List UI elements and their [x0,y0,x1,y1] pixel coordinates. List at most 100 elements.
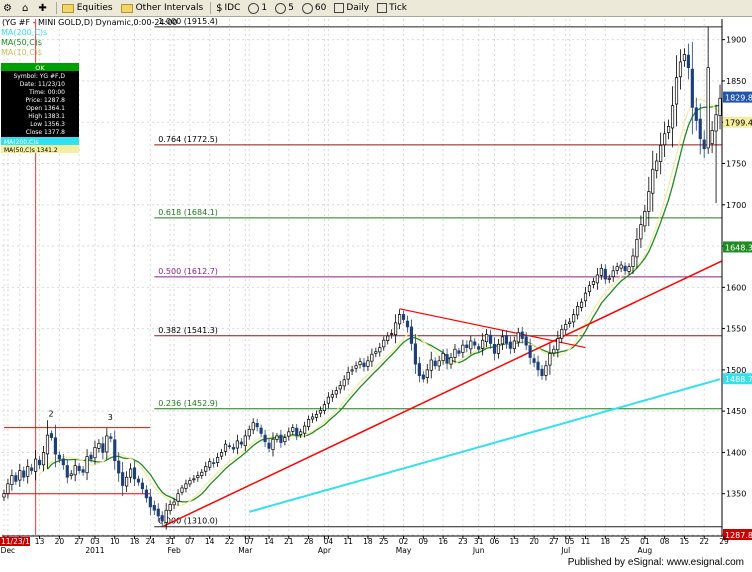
candle-body [619,264,623,269]
candle-body [30,467,34,471]
candle-body [271,438,275,450]
candle-body [627,266,631,272]
interval-daily[interactable]: Daily [331,1,372,15]
candle-body [378,347,382,353]
equities-menu-label: Equities [76,3,113,13]
candle-body [291,427,295,432]
candle-body [318,409,323,414]
month-label: Jul [560,546,570,555]
candle-body [401,314,406,320]
data-window-row: Low 1356.3 [30,121,65,128]
candle-body [651,168,655,194]
day-label: 01 [640,537,650,546]
day-label: 31 [165,537,175,546]
candle-body [599,267,603,276]
y-tick-label: 1850 [726,77,746,86]
candle-body [591,281,596,285]
candle-body [358,361,362,366]
candle-body [275,435,279,440]
interval-tick[interactable]: Tick [374,1,410,15]
candle-body [607,277,611,280]
day-label: 04 [324,537,334,546]
candle-body [429,359,433,371]
month-label: Aug [638,546,653,555]
candle-body [667,125,671,133]
candle-body [354,365,358,369]
add-icon[interactable]: ✚ [35,1,51,15]
candle-body [322,404,326,411]
candle-body [469,340,473,350]
candle-body [168,504,172,512]
candle-body [14,475,18,482]
candle-body [682,54,686,61]
add-icon: ✚ [38,2,47,14]
candle-body [235,440,239,449]
equities-menu[interactable]: Equities [59,1,116,15]
interval-60[interactable]: 60 [299,1,329,15]
candle-body [267,442,271,449]
y-tick-label: 1450 [726,407,746,416]
price-tag-label: 1488.7 [725,375,752,384]
candle-body [690,68,694,108]
candle-body [176,493,180,502]
candle-body [231,447,236,450]
fib-level-label: 0.618 (1684.1) [158,208,218,217]
candle-body [192,478,196,481]
candle-body [615,266,619,271]
candle-body [485,334,489,343]
candle-body [223,443,228,452]
day-label: 14 [264,537,274,546]
candle-body [548,353,552,366]
candle-body [314,414,319,418]
month-label: May [396,546,412,555]
candle-body [212,462,216,465]
candle-body [603,268,607,280]
candle-body [156,508,160,517]
candle-body [38,459,42,466]
day-label: 25 [620,537,630,546]
day-label: 27 [549,537,559,546]
candle-body [2,493,6,498]
candle-body [481,339,485,349]
candle-body [706,67,710,149]
interval-5[interactable]: 5 [272,1,297,15]
candle-body [643,211,647,227]
candle-body [326,396,330,404]
home-icon[interactable]: ⌂ [19,1,33,15]
footer: Published by eSignal: www.esignal.com [0,555,752,572]
candle-body [6,483,10,494]
candle-body [504,335,508,344]
candle-body [421,374,425,380]
settings-icon[interactable]: ⚙ [0,1,17,15]
other-intervals-menu[interactable]: Other Intervals [118,1,207,15]
interval-1[interactable]: 1 [245,1,270,15]
fib-level-label: 0.236 (1452.9) [158,399,218,408]
candle-body [405,320,410,328]
candle-body [109,436,113,439]
y-tick-label: 1700 [726,201,746,210]
candle-body [121,472,125,486]
y-tick-label: 1500 [726,366,746,375]
candle-body [255,423,259,428]
interval-daily-label: Daily [346,3,370,13]
month-label: Mar [238,546,253,555]
interval-5-label: 5 [288,3,294,13]
data-window-row: Time: 00:00 [28,89,65,96]
uptrend-line [161,260,723,528]
idc-button[interactable]: $ IDC [213,1,243,15]
month-label: Feb [167,546,181,555]
price-tag-label: 1829.8 [725,94,752,103]
candle-body [441,353,445,361]
interval-tick-label: Tick [389,3,407,13]
candle-body [409,326,414,344]
candle-body [148,496,152,508]
candle-body [295,427,299,437]
candle-body [259,427,263,434]
candle-body [394,322,398,336]
candle-body [370,353,374,362]
interval-1-label: 1 [261,3,268,13]
day-label: 02 [399,537,409,546]
y-tick-label: 1900 [726,36,746,45]
data-window-row: Open 1364.1 [26,105,65,112]
candle-body [346,372,350,380]
